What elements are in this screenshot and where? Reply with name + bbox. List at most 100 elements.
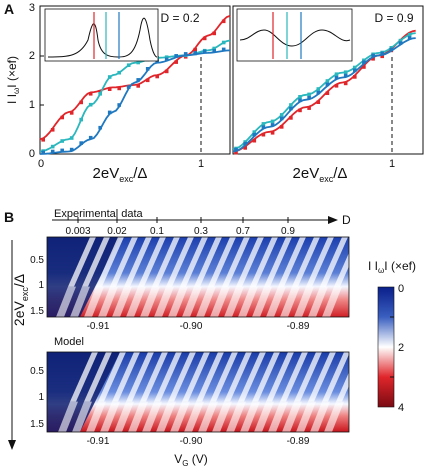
heatmap-red-gap (86, 401, 106, 432)
heatmap-exp-frame (46, 236, 350, 318)
exp-x-tick-0: -0.91 (87, 321, 110, 332)
data-point-red (193, 47, 197, 52)
heatmap-light-stripe (168, 352, 196, 402)
heatmap-red-gap (140, 286, 160, 317)
heatmap-light-stripe (208, 237, 236, 287)
heatmap-model (46, 351, 350, 433)
data-point-blue (202, 49, 207, 54)
heatmap-light-stripe (336, 372, 349, 402)
y-tick-0: 0 (29, 148, 35, 160)
model-title: Model (54, 336, 84, 348)
heatmap-red-gap (114, 401, 134, 432)
data-point-blue (270, 123, 275, 127)
heatmap-red-gap (296, 401, 316, 432)
data-point-red (202, 36, 207, 41)
heatmap-red-gap (198, 401, 218, 432)
heatmap-light-stripe (154, 352, 182, 402)
heatmap-light-stripe (138, 237, 166, 287)
heatmap-light-stripe (68, 237, 96, 287)
panel-a-right-frame (232, 5, 424, 155)
panel-a-left-plot (39, 15, 231, 155)
heatmap-red-gap (310, 401, 330, 432)
d-ticks: 0.003 0.02 0.1 0.3 0.7 0.9 (65, 217, 295, 237)
heatmap-red-gap (210, 286, 230, 317)
cbar-tick-4: 4 (398, 402, 404, 414)
heatmap-red-gap (184, 401, 204, 432)
data-point-red (79, 100, 83, 105)
colorbar (377, 286, 395, 408)
data-point-blue (183, 52, 188, 56)
panel-label-a: A (4, 1, 14, 17)
data-point-red (325, 91, 330, 95)
exp-y-tick-1: 1 (38, 280, 44, 291)
heatmap-mod-stripes (47, 352, 349, 432)
heatmap-red-gap (112, 286, 132, 317)
data-point-blue (136, 78, 140, 82)
panel-a-right: D = 0.9 1 2eVexc/Δ (232, 5, 424, 184)
data-point-blue (243, 141, 247, 146)
data-point-blue (174, 54, 178, 58)
data-point-blue (343, 73, 348, 78)
data-point-red (298, 108, 302, 113)
heatmap-light-stripe (292, 237, 320, 287)
data-point-blue (353, 68, 357, 73)
heatmap-exp-stripes (47, 237, 349, 317)
data-point-blue (279, 116, 284, 121)
heatmap-red-gap (70, 286, 90, 317)
heatmap-red-gap (308, 286, 328, 317)
panel-a-ylabel: I IωI (×ef) (5, 56, 21, 104)
data-point-blue (193, 51, 197, 55)
heatmap-light-stripe (110, 237, 138, 287)
data-point-red (343, 81, 348, 86)
heatmap-light-stripe (98, 352, 126, 402)
data-point-blue (252, 132, 257, 137)
data-point-red (316, 100, 321, 104)
mod-x-tick-2: -0.89 (287, 436, 310, 447)
data-point-blue (362, 60, 366, 64)
heatmap-light-stripe (96, 237, 124, 287)
data-point-blue (307, 96, 311, 100)
series-line-blue (232, 37, 416, 153)
cbar-tick-2: 2 (398, 342, 404, 354)
series-line-teal (232, 32, 416, 150)
heatmap-red-gap (156, 401, 176, 432)
heatmap-light-stripe (112, 352, 140, 402)
heatmap-red-gap (224, 286, 244, 317)
data-point-blue (261, 125, 266, 129)
data-point-red (136, 84, 140, 88)
mod-y-ticks: 0.5 1 1.5 (30, 366, 44, 430)
heatmap-light-stripe (266, 352, 294, 402)
heatmap-light-stripe (124, 237, 152, 287)
data-point-blue (389, 47, 394, 52)
data-point-red (60, 115, 64, 120)
data-point-blue (164, 57, 169, 62)
heatmap-light-stripe (210, 352, 238, 402)
heatmap-red-gap (142, 401, 162, 432)
d-tick-label: 0.003 (65, 226, 90, 237)
heatmap-mod-frame (46, 351, 350, 433)
panel-a-right-plot (232, 29, 416, 155)
data-point-blue (398, 41, 403, 45)
d-tick-label: 0.1 (150, 226, 164, 237)
heatmap-light-stripe (70, 352, 98, 402)
inset-right (236, 8, 353, 62)
d-tick-label: 0.3 (194, 226, 208, 237)
panel-label-b: B (4, 209, 14, 225)
panel-a-left: D = 0.2 0 1 2 3 0 1 2eVexc/Δ (29, 2, 231, 184)
heatmap-red-gap (212, 401, 232, 432)
data-point-red (164, 69, 169, 74)
heatmap-light-stripe (236, 237, 264, 287)
data-point-blue (79, 141, 83, 145)
data-point-red (307, 106, 311, 110)
heatmap-light-stripe (194, 237, 222, 287)
heatmap-light-stripe (334, 252, 349, 287)
y-tick-2: 2 (29, 50, 35, 62)
data-point-blue (107, 110, 112, 115)
data-point-blue (298, 98, 302, 103)
y-arrowhead (8, 440, 16, 450)
data-point-blue (334, 75, 339, 80)
heatmap-red-gap (56, 286, 76, 317)
heatmap-red-gap (282, 401, 302, 432)
data-point-red (145, 78, 150, 83)
